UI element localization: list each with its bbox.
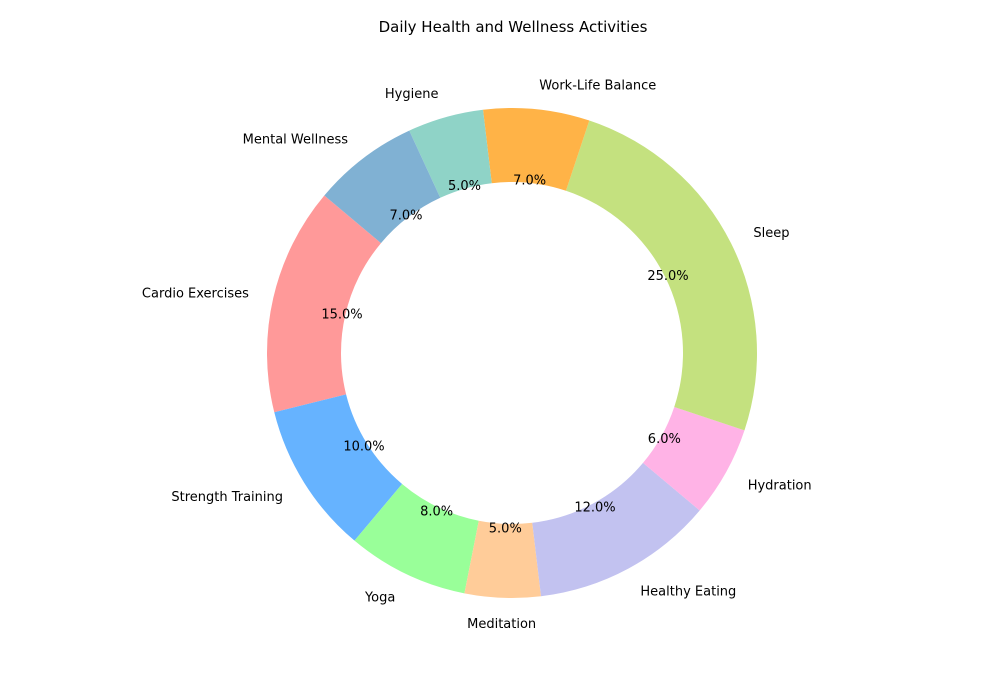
label-hydration: Hydration bbox=[748, 479, 812, 494]
label-sleep: Sleep bbox=[753, 226, 789, 241]
label-cardio-exercises: Cardio Exercises bbox=[142, 286, 249, 301]
chart-title: Daily Health and Wellness Activities bbox=[379, 18, 648, 36]
slice-sleep bbox=[565, 120, 757, 431]
label-meditation: Meditation bbox=[467, 617, 536, 632]
slice-strength-training bbox=[274, 394, 403, 541]
pct-label-yoga: 8.0% bbox=[420, 504, 453, 519]
label-yoga: Yoga bbox=[364, 590, 395, 605]
pct-label-work-life-balance: 7.0% bbox=[513, 173, 546, 188]
pct-label-hydration: 6.0% bbox=[648, 432, 681, 447]
slices-group bbox=[267, 107, 757, 598]
label-mental-wellness: Mental Wellness bbox=[243, 133, 349, 148]
slice-healthy-eating bbox=[532, 462, 700, 597]
label-strength-training: Strength Training bbox=[171, 490, 283, 505]
label-hygiene: Hygiene bbox=[385, 87, 439, 102]
slice-work-life-balance bbox=[482, 107, 590, 191]
pct-label-hygiene: 5.0% bbox=[448, 179, 481, 194]
label-work-life-balance: Work-Life Balance bbox=[539, 78, 656, 93]
pct-label-healthy-eating: 12.0% bbox=[574, 500, 615, 515]
slice-hygiene bbox=[409, 109, 492, 198]
pct-label-sleep: 25.0% bbox=[647, 269, 688, 284]
pct-label-mental-wellness: 7.0% bbox=[389, 208, 422, 223]
label-healthy-eating: Healthy Eating bbox=[640, 585, 736, 600]
labels-group: Cardio Exercises 15.0% Strength Training 10… bbox=[142, 78, 812, 631]
slice-meditation bbox=[464, 520, 542, 598]
slice-yoga bbox=[354, 483, 479, 594]
pct-label-meditation: 5.0% bbox=[489, 521, 522, 536]
pct-label-strength-training: 10.0% bbox=[343, 439, 384, 454]
pct-label-cardio-exercises: 15.0% bbox=[321, 308, 362, 323]
slice-cardio-exercises bbox=[267, 195, 382, 413]
slice-hydration bbox=[642, 406, 745, 511]
slice-mental-wellness bbox=[324, 130, 441, 244]
